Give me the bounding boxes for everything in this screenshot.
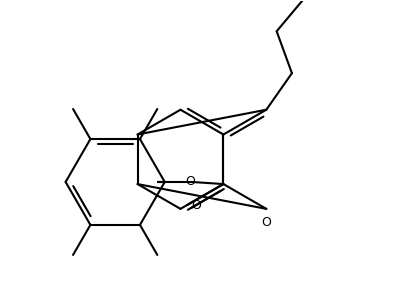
Text: O: O [191,199,201,212]
Text: O: O [185,175,195,188]
Text: O: O [261,216,271,229]
